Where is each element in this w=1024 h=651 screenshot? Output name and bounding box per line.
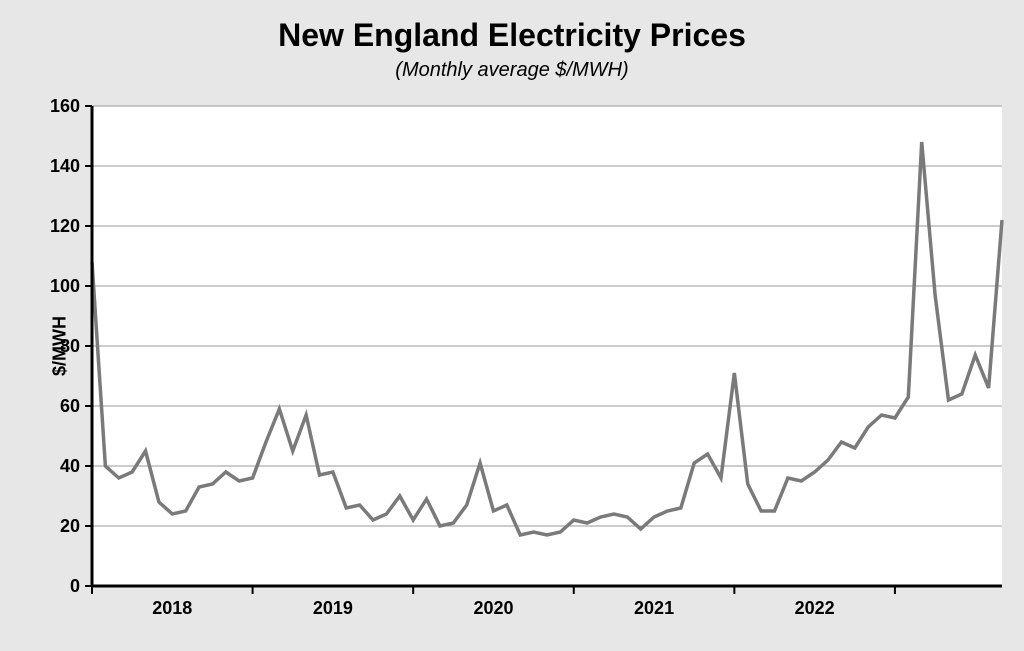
svg-text:120: 120 (50, 216, 80, 236)
svg-text:20: 20 (60, 516, 80, 536)
svg-text:2019: 2019 (313, 598, 353, 618)
chart-title: New England Electricity Prices (22, 18, 1002, 53)
svg-text:2021: 2021 (634, 598, 674, 618)
line-chart: 0204060801001201401602018201920202021202… (22, 96, 1012, 636)
svg-text:60: 60 (60, 396, 80, 416)
chart-plot-wrap: $/MWH 0204060801001201401602018201920202… (22, 96, 1002, 636)
svg-text:100: 100 (50, 276, 80, 296)
svg-text:0: 0 (70, 576, 80, 596)
chart-container: New England Electricity Prices (Monthly … (0, 0, 1024, 651)
svg-text:40: 40 (60, 456, 80, 476)
y-axis-label: $/MWH (50, 316, 71, 376)
svg-text:2018: 2018 (152, 598, 192, 618)
svg-text:140: 140 (50, 156, 80, 176)
svg-text:2022: 2022 (795, 598, 835, 618)
svg-text:2020: 2020 (473, 598, 513, 618)
svg-text:160: 160 (50, 96, 80, 116)
chart-subtitle: (Monthly average $/MWH) (22, 59, 1002, 82)
